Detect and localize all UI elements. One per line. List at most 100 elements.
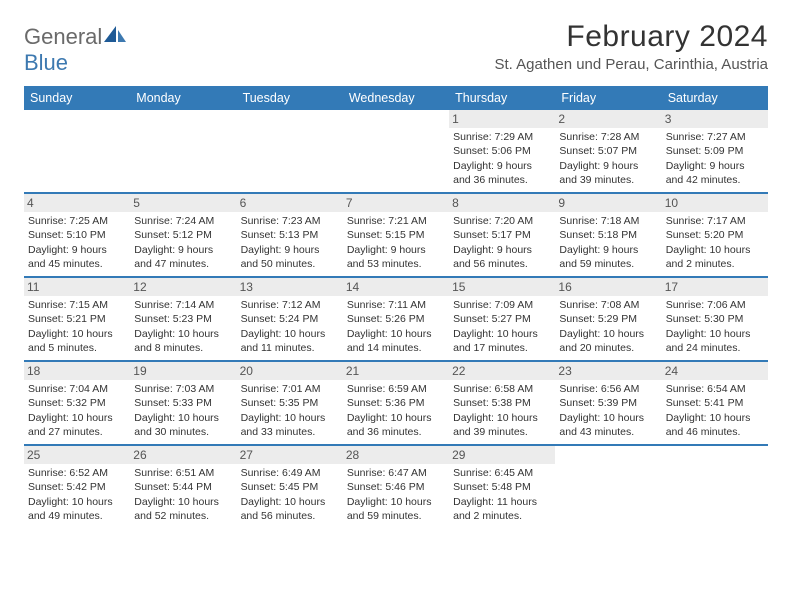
day-number: 8 — [449, 194, 555, 212]
day-d1: Daylight: 9 hours — [28, 243, 126, 257]
day-d2: and 5 minutes. — [28, 341, 126, 355]
day-ss: Sunset: 5:45 PM — [241, 480, 339, 494]
day-d2: and 59 minutes. — [559, 257, 657, 271]
day-ss: Sunset: 5:42 PM — [28, 480, 126, 494]
day-d2: and 59 minutes. — [347, 509, 445, 523]
day-number: 27 — [237, 446, 343, 464]
weekday-label: Saturday — [662, 86, 768, 110]
calendar-day: 18Sunrise: 7:04 AMSunset: 5:32 PMDayligh… — [24, 362, 130, 444]
day-body: Sunrise: 7:03 AMSunset: 5:33 PMDaylight:… — [134, 382, 232, 439]
day-number: 11 — [24, 278, 130, 296]
day-ss: Sunset: 5:41 PM — [666, 396, 764, 410]
day-body: Sunrise: 7:28 AMSunset: 5:07 PMDaylight:… — [559, 130, 657, 187]
day-sr: Sunrise: 7:04 AM — [28, 382, 126, 396]
day-ss: Sunset: 5:24 PM — [241, 312, 339, 326]
calendar-day: 15 Sunrise: 7:09 AMSunset: 5:27 PMDayligh… — [449, 278, 555, 360]
day-d2: and 39 minutes. — [453, 425, 551, 439]
day-number: 9 — [555, 194, 661, 212]
day-number: 26 — [130, 446, 236, 464]
day-number: 4 — [24, 194, 130, 212]
day-ss: Sunset: 5:46 PM — [347, 480, 445, 494]
day-sr: Sunrise: 6:56 AM — [559, 382, 657, 396]
calendar-day: 19Sunrise: 7:03 AMSunset: 5:33 PMDayligh… — [130, 362, 236, 444]
day-d2: and 24 minutes. — [666, 341, 764, 355]
calendar-day — [555, 446, 661, 528]
weekday-label: Thursday — [449, 86, 555, 110]
day-sr: Sunrise: 7:17 AM — [666, 214, 764, 228]
day-ss: Sunset: 5:15 PM — [347, 228, 445, 242]
day-number: 29 — [449, 446, 555, 464]
day-ss: Sunset: 5:18 PM — [559, 228, 657, 242]
day-ss: Sunset: 5:07 PM — [559, 144, 657, 158]
day-sr: Sunrise: 7:06 AM — [666, 298, 764, 312]
calendar-day — [343, 110, 449, 192]
day-ss: Sunset: 5:09 PM — [666, 144, 764, 158]
day-sr: Sunrise: 7:09 AM — [453, 298, 551, 312]
day-number: 16 — [555, 278, 661, 296]
day-d1: Daylight: 9 hours — [453, 243, 551, 257]
day-d1: Daylight: 10 hours — [241, 495, 339, 509]
day-body: Sunrise: 7:01 AMSunset: 5:35 PMDaylight:… — [241, 382, 339, 439]
weekday-label: Monday — [130, 86, 236, 110]
calendar: Sunday Monday Tuesday Wednesday Thursday… — [24, 86, 768, 528]
day-ss: Sunset: 5:29 PM — [559, 312, 657, 326]
day-ss: Sunset: 5:30 PM — [666, 312, 764, 326]
day-ss: Sunset: 5:44 PM — [134, 480, 232, 494]
calendar-day: 7Sunrise: 7:21 AMSunset: 5:15 PMDaylight… — [343, 194, 449, 276]
calendar-day: 10 Sunrise: 7:17 AMSunset: 5:20 PMDayligh… — [662, 194, 768, 276]
day-ss: Sunset: 5:35 PM — [241, 396, 339, 410]
calendar-week: 1Sunrise: 7:29 AMSunset: 5:06 PMDaylight… — [24, 110, 768, 194]
day-body: Sunrise: 6:51 AMSunset: 5:44 PMDaylight:… — [134, 466, 232, 523]
header: General Blue February 2024 St. Agathen u… — [24, 20, 768, 76]
calendar-day: 25Sunrise: 6:52 AMSunset: 5:42 PMDayligh… — [24, 446, 130, 528]
day-sr: Sunrise: 6:51 AM — [134, 466, 232, 480]
day-sr: Sunrise: 7:20 AM — [453, 214, 551, 228]
calendar-day: 5Sunrise: 7:24 AMSunset: 5:12 PMDaylight… — [130, 194, 236, 276]
calendar-day: 16Sunrise: 7:08 AMSunset: 5:29 PMDayligh… — [555, 278, 661, 360]
day-ss: Sunset: 5:23 PM — [134, 312, 232, 326]
day-sr: Sunrise: 6:49 AM — [241, 466, 339, 480]
day-sr: Sunrise: 7:25 AM — [28, 214, 126, 228]
calendar-day: 29Sunrise: 6:45 AMSunset: 5:48 PMDayligh… — [449, 446, 555, 528]
day-d2: and 47 minutes. — [134, 257, 232, 271]
day-d1: Daylight: 11 hours — [453, 495, 551, 509]
day-d2: and 43 minutes. — [559, 425, 657, 439]
day-d1: Daylight: 9 hours — [241, 243, 339, 257]
day-d2: and 42 minutes. — [666, 173, 764, 187]
calendar-day: 9Sunrise: 7:18 AMSunset: 5:18 PMDaylight… — [555, 194, 661, 276]
calendar-day — [662, 446, 768, 528]
calendar-day — [130, 110, 236, 192]
day-number: 24 — [662, 362, 768, 380]
day-d1: Daylight: 10 hours — [28, 327, 126, 341]
day-d2: and 36 minutes. — [347, 425, 445, 439]
calendar-week: 18Sunrise: 7:04 AMSunset: 5:32 PMDayligh… — [24, 362, 768, 446]
day-body: Sunrise: 7:09 AMSunset: 5:27 PMDaylight:… — [453, 298, 551, 355]
calendar-day: 23Sunrise: 6:56 AMSunset: 5:39 PMDayligh… — [555, 362, 661, 444]
day-number: 10 — [662, 194, 768, 212]
day-ss: Sunset: 5:33 PM — [134, 396, 232, 410]
day-body: Sunrise: 7:17 AMSunset: 5:20 PMDaylight:… — [666, 214, 764, 271]
day-number: 7 — [343, 194, 449, 212]
day-d2: and 8 minutes. — [134, 341, 232, 355]
day-number: 15 — [449, 278, 555, 296]
calendar-day: 26 Sunrise: 6:51 AMSunset: 5:44 PMDayligh… — [130, 446, 236, 528]
day-number: 5 — [130, 194, 236, 212]
weekday-label: Wednesday — [343, 86, 449, 110]
day-sr: Sunrise: 7:27 AM — [666, 130, 764, 144]
logo-text-main: General — [24, 24, 102, 49]
day-number: 17 — [662, 278, 768, 296]
day-number: 18 — [24, 362, 130, 380]
calendar-week: 25Sunrise: 6:52 AMSunset: 5:42 PMDayligh… — [24, 446, 768, 528]
day-sr: Sunrise: 7:12 AM — [241, 298, 339, 312]
day-d2: and 53 minutes. — [347, 257, 445, 271]
weekday-label: Tuesday — [237, 86, 343, 110]
day-number: 23 — [555, 362, 661, 380]
day-number: 12 — [130, 278, 236, 296]
day-d1: Daylight: 9 hours — [453, 159, 551, 173]
day-number: 28 — [343, 446, 449, 464]
page-subtitle: St. Agathen und Perau, Carinthia, Austri… — [494, 56, 768, 73]
day-d1: Daylight: 10 hours — [666, 411, 764, 425]
day-body: Sunrise: 6:52 AMSunset: 5:42 PMDaylight:… — [28, 466, 126, 523]
page-title: February 2024 — [494, 20, 768, 54]
day-d1: Daylight: 10 hours — [666, 243, 764, 257]
